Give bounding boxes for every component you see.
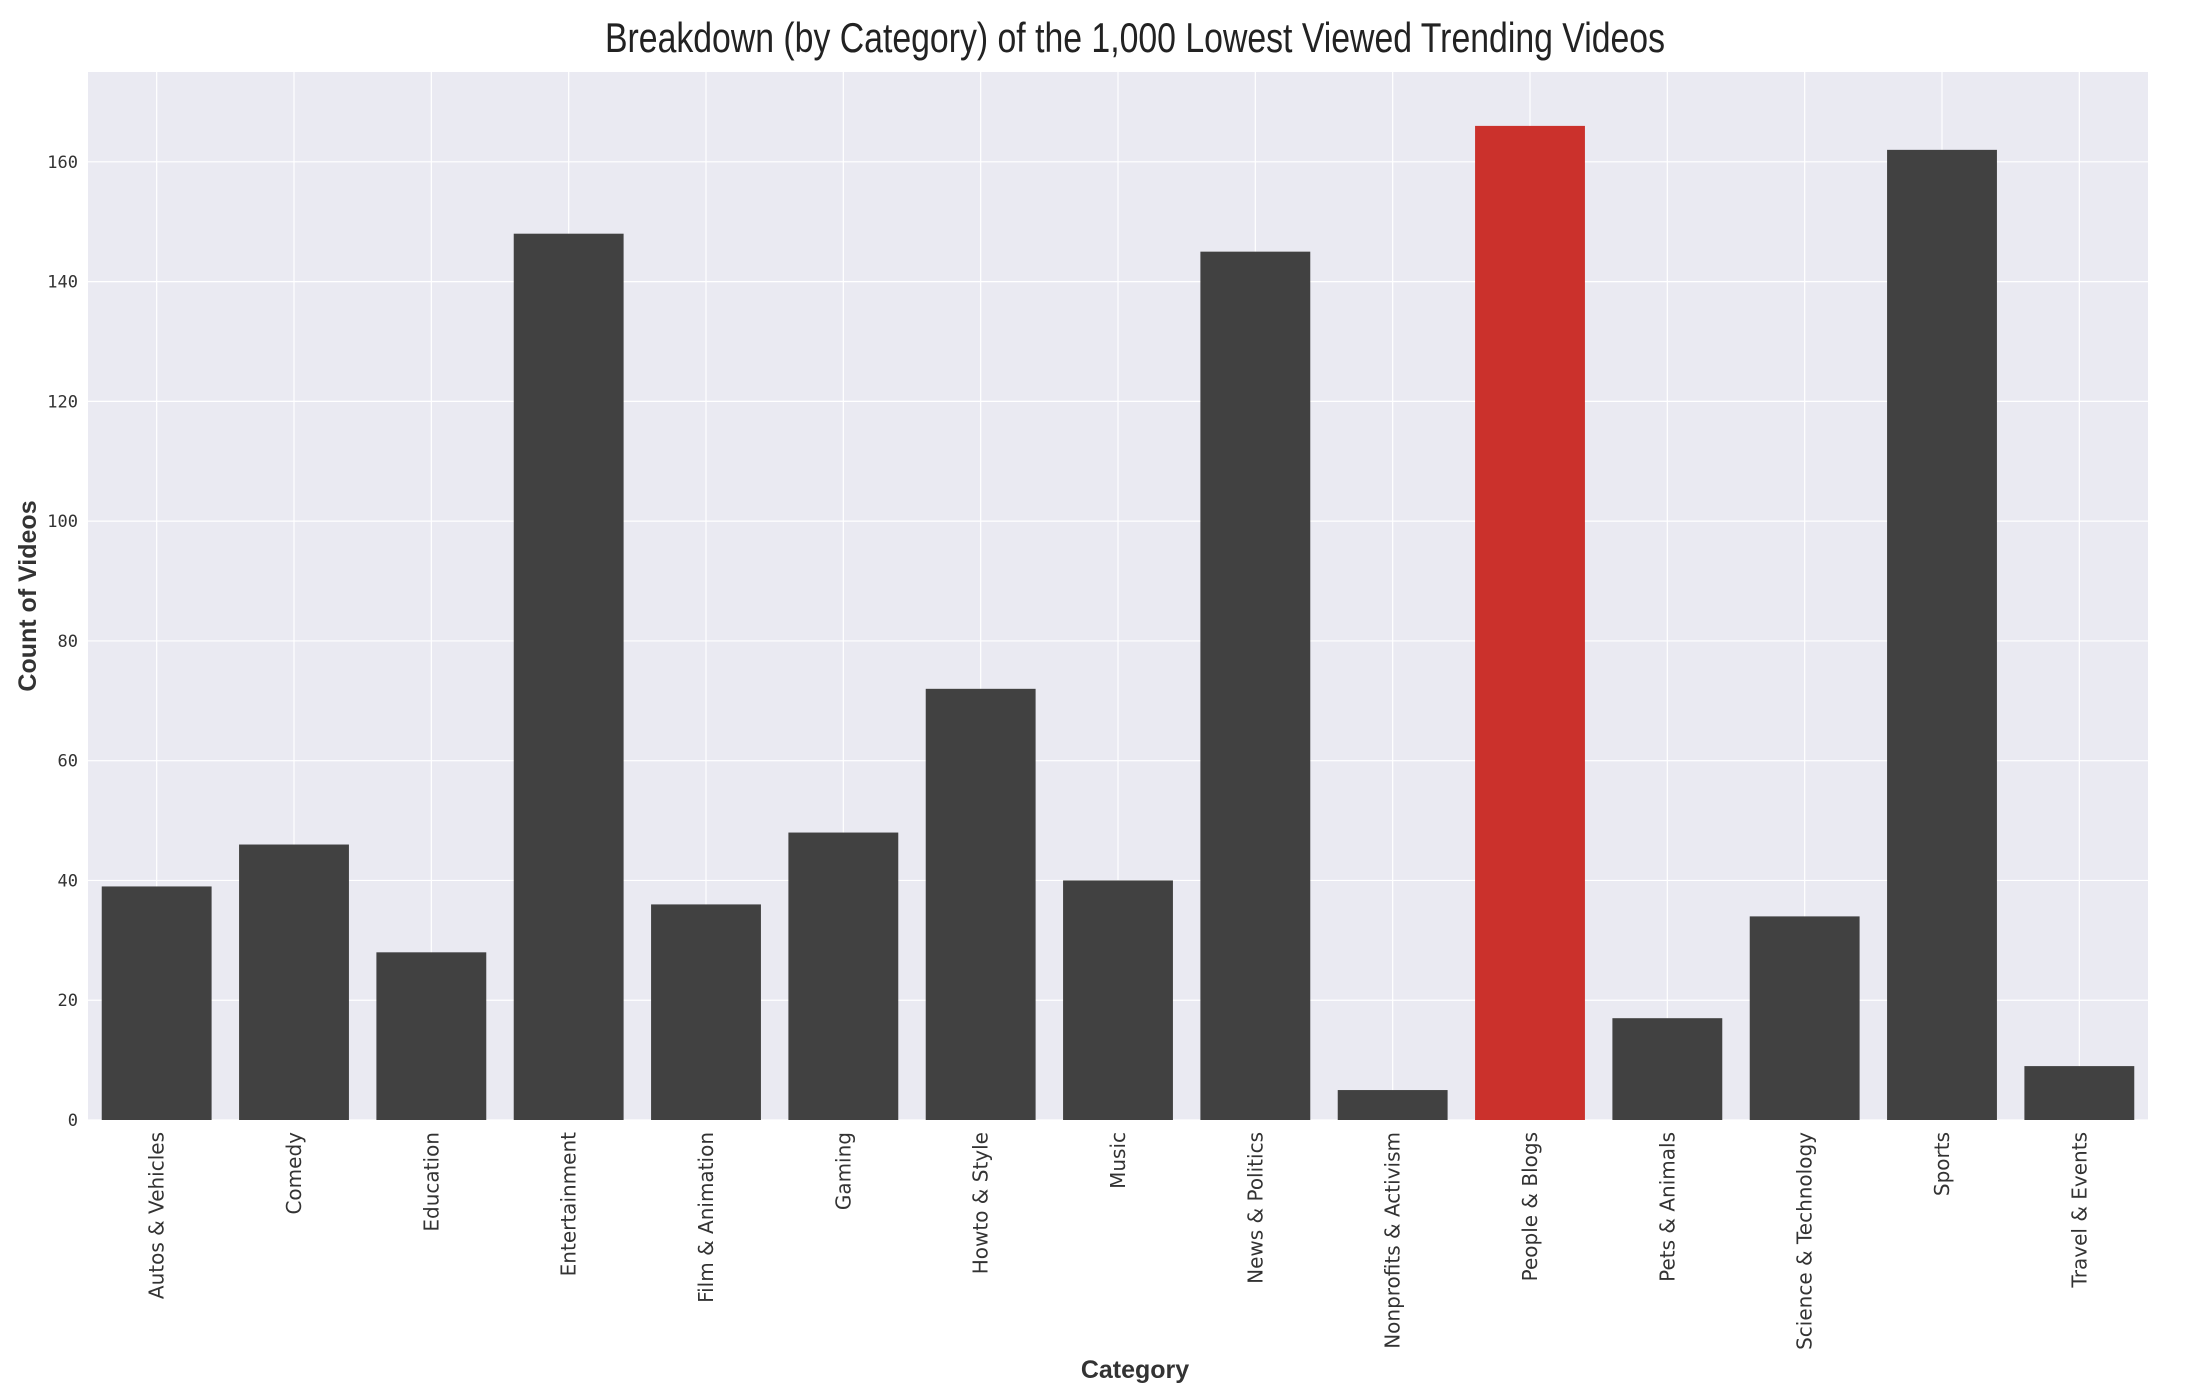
bar-travel-events [2024,1066,2135,1120]
bar-entertainment [513,233,624,1121]
x-axis-label: Category [1081,1356,1189,1384]
bar-howto-style [925,688,1036,1120]
bar-sports [1887,149,1997,1120]
bar-gaming [788,832,899,1120]
x-tick-label: Travel & Events [2067,1132,2091,1288]
y-tick-label: 120 [47,392,78,412]
x-tick-label: News & Politics [1243,1132,1267,1284]
bar-science-technology [1749,916,1860,1120]
x-tick-label: Comedy [282,1132,306,1215]
bar-comedy [239,844,349,1120]
x-tick-label: People & Blogs [1518,1132,1542,1281]
bar-nonprofits-activism [1337,1090,1448,1120]
y-tick-label: 0 [68,1111,78,1131]
y-tick-label: 20 [58,991,78,1011]
y-tick-label: 80 [58,632,78,652]
bar-people-blogs [1475,125,1585,1120]
y-tick-label: 40 [58,871,78,891]
bar-autos-vehicles [101,886,212,1120]
y-tick-label: 140 [47,273,78,293]
x-tick-label: Music [1106,1132,1130,1189]
x-tick-label: Education [419,1132,443,1232]
x-tick-label: Gaming [831,1132,855,1210]
y-tick-label: 100 [47,512,78,532]
x-tick-label: Entertainment [557,1132,581,1276]
y-tick-label: 160 [47,153,78,173]
x-tick-label: Science & Technology [1793,1132,1817,1350]
y-axis-ticks: 0 20 40 60 80 100 120 140 160 [47,153,78,1131]
x-tick-label: Autos & Vehicles [145,1132,169,1299]
x-tick-label: Pets & Animals [1655,1132,1679,1282]
x-tick-label: Howto & Style [969,1132,993,1274]
bar-news-politics [1200,251,1311,1120]
bar-education [376,952,487,1120]
bar-music [1063,880,1173,1120]
x-tick-label: Sports [1930,1132,1954,1196]
y-axis-label: Count of Videos [14,500,42,691]
x-axis-ticks: Autos & Vehicles Comedy Education Entertain… [145,1132,2092,1350]
chart-title: Breakdown (by Category) of the 1,000 Low… [605,14,1665,61]
y-tick-label: 60 [58,752,78,772]
bars [101,125,2135,1121]
x-tick-label: Film & Animation [694,1132,718,1303]
bar-pets-animals [1612,1018,1723,1120]
bar-film-animation [651,904,761,1120]
x-tick-label: Nonprofits & Activism [1381,1132,1405,1349]
